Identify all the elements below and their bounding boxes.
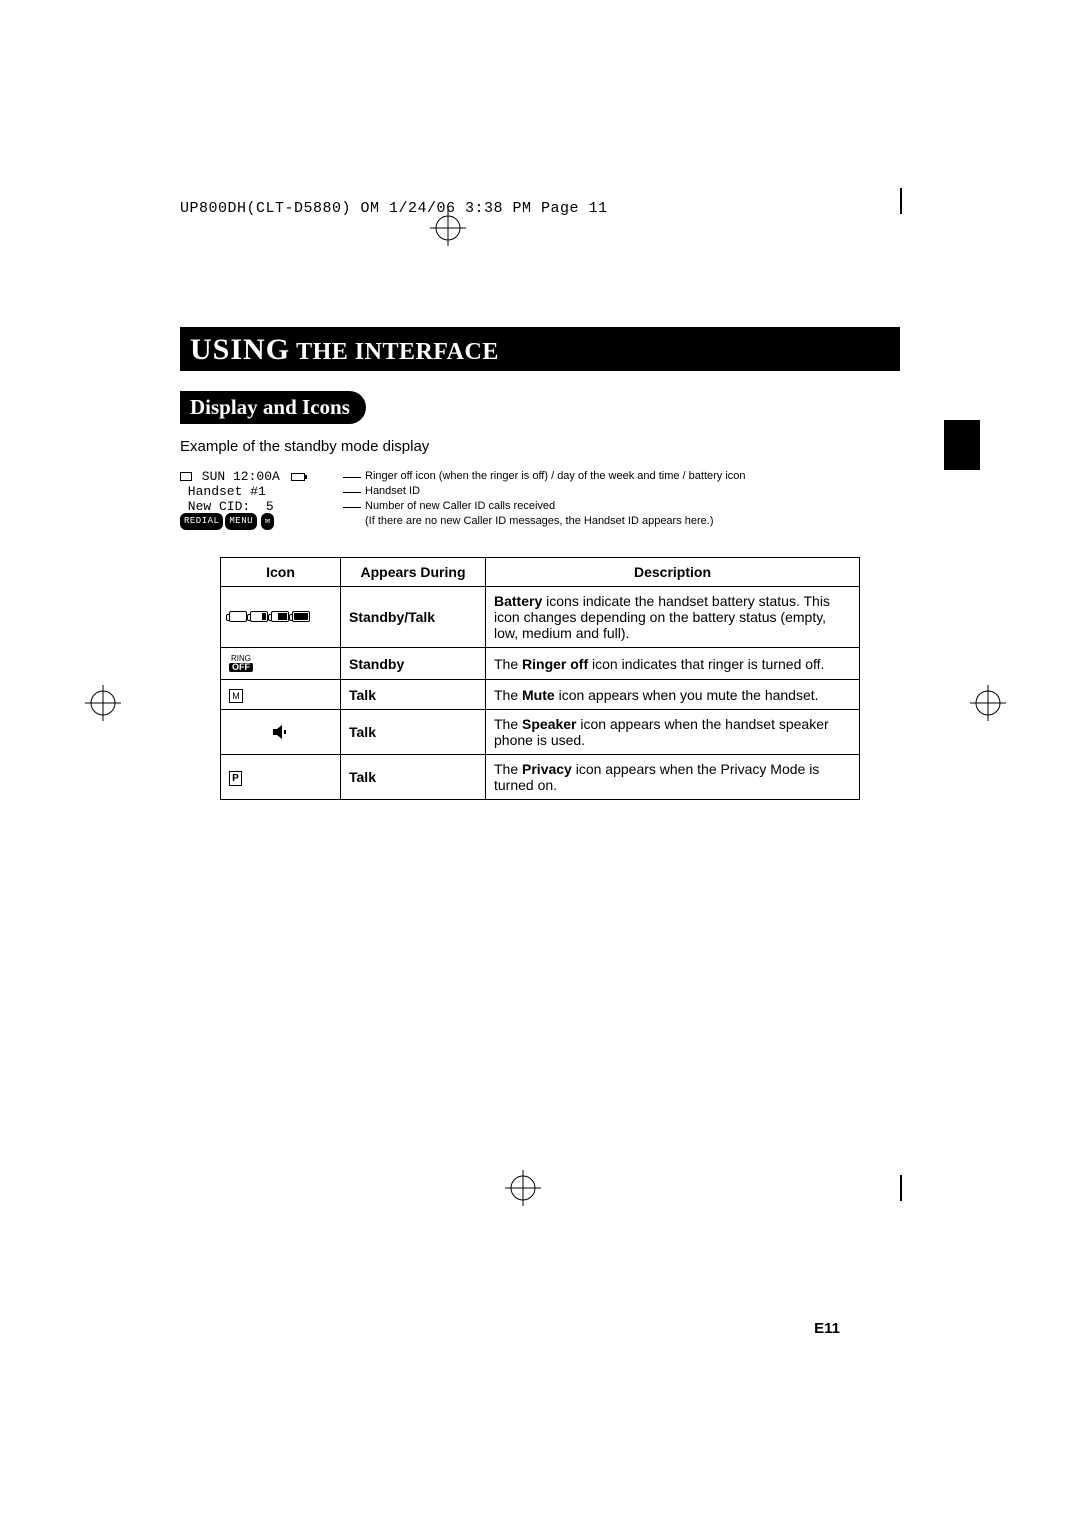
table-row: Talk The Speaker icon appears when the h… (221, 710, 860, 755)
cell-desc: The Privacy icon appears when the Privac… (486, 755, 860, 800)
speaker-icon (272, 724, 290, 740)
th-icon: Icon (221, 558, 341, 587)
callout-3: (If there are no new Caller ID messages,… (365, 514, 714, 529)
desc-rest: icon indicates that ringer is turned off… (588, 656, 824, 672)
icon-reference-table: Icon Appears During Description Standby/… (220, 557, 860, 800)
battery-low-icon (250, 611, 268, 622)
table-row: M Talk The Mute icon appears when you mu… (221, 680, 860, 710)
mute-icon-cell: M (221, 680, 341, 710)
table-row: Standby/Talk Battery icons indicate the … (221, 587, 860, 648)
cell-when: Talk (341, 680, 486, 710)
desc-bold: Privacy (522, 761, 572, 777)
desc-bold: Battery (494, 593, 542, 609)
desc-pre: The (494, 761, 522, 777)
ringer-off-mini-icon (180, 472, 192, 481)
desc-bold: Ringer off (522, 656, 588, 672)
callout-2: Number of new Caller ID calls received (365, 499, 555, 514)
standby-display-example: SUN 12:00A Handset #1 New CID: 5 REDIAL … (180, 469, 900, 529)
cell-desc: Battery icons indicate the handset batte… (486, 587, 860, 648)
desc-bold: Speaker (522, 716, 576, 732)
callout-0: Ringer off icon (when the ringer is off)… (365, 469, 746, 484)
privacy-icon-cell: P (221, 755, 341, 800)
crop-tick-icon (900, 188, 902, 214)
callout-1: Handset ID (365, 484, 420, 499)
lcd-row3-text: New CID: 5 (180, 499, 274, 514)
table-row: P Talk The Privacy icon appears when the… (221, 755, 860, 800)
privacy-icon: P (229, 771, 242, 786)
cell-desc: The Speaker icon appears when the handse… (486, 710, 860, 755)
subsection-title: Display and Icons (180, 391, 366, 424)
lcd-softkey-redial: REDIAL (180, 513, 223, 530)
crop-mark-bottom-icon (505, 1170, 541, 1206)
crop-tick-icon (900, 1175, 902, 1201)
section-title: USING THE INTERFACE (180, 327, 900, 371)
battery-full-icon (292, 611, 310, 622)
example-caption: Example of the standby mode display (180, 438, 900, 455)
battery-med-icon (271, 611, 289, 622)
ringer-off-icon-cell: RING OFF (221, 648, 341, 680)
crop-mark-left-icon (85, 685, 121, 721)
envelope-icon: ✉ (261, 513, 274, 530)
ringer-off-icon: RING OFF (229, 654, 253, 672)
cell-desc: The Mute icon appears when you mute the … (486, 680, 860, 710)
th-desc: Description (486, 558, 860, 587)
speaker-icon-cell (221, 710, 341, 755)
lcd-row1-text: SUN 12:00A (194, 469, 288, 484)
desc-pre: The (494, 656, 522, 672)
crop-mark-right-icon (970, 685, 1006, 721)
cell-when: Talk (341, 755, 486, 800)
lcd-row2-text: Handset #1 (180, 484, 266, 499)
lcd-softkey-menu: MENU (225, 513, 257, 530)
section-title-rest: THE INTERFACE (290, 339, 499, 365)
lcd-callouts: Ringer off icon (when the ringer is off)… (343, 469, 746, 529)
cell-when: Talk (341, 710, 486, 755)
section-title-big: USING (190, 333, 290, 366)
desc-bold: Mute (522, 687, 555, 703)
cell-when: Standby (341, 648, 486, 680)
battery-icon-set (229, 611, 310, 622)
desc-rest: icon appears when you mute the handset. (555, 687, 819, 703)
cell-desc: The Ringer off icon indicates that ringe… (486, 648, 860, 680)
battery-mini-icon (291, 473, 305, 481)
cell-when: Standby/Talk (341, 587, 486, 648)
print-header: UP800DH(CLT-D5880) OM 1/24/06 3:38 PM Pa… (180, 200, 900, 217)
lcd-screen: SUN 12:00A Handset #1 New CID: 5 REDIAL … (180, 469, 335, 529)
desc-pre: The (494, 687, 522, 703)
mute-icon: M (229, 689, 243, 703)
page-number: E11 (180, 1320, 900, 1337)
battery-empty-icon (229, 611, 247, 622)
ringer-off-box: OFF (229, 663, 253, 672)
battery-icon-cell (221, 587, 341, 648)
table-row: RING OFF Standby The Ringer off icon ind… (221, 648, 860, 680)
thumb-tab-icon (944, 420, 980, 470)
desc-pre: The (494, 716, 522, 732)
desc-rest: icons indicate the handset battery statu… (494, 593, 830, 641)
th-when: Appears During (341, 558, 486, 587)
